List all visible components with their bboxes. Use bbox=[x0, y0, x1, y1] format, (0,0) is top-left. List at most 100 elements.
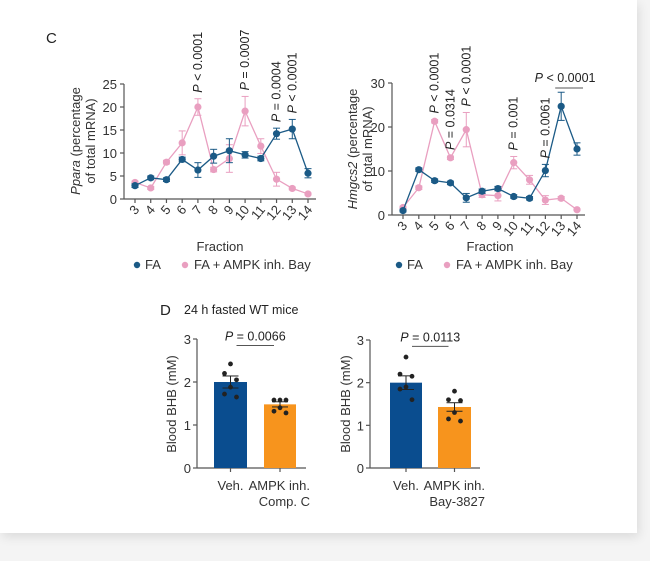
individual-data-point bbox=[446, 397, 451, 403]
p-value-annotation-italic: P bbox=[507, 141, 521, 150]
individual-data-point bbox=[397, 386, 403, 392]
y-tick-label: 0 bbox=[378, 208, 385, 223]
data-point-bay bbox=[162, 158, 171, 166]
p-value-annotation-value: < 0.0001 bbox=[285, 53, 299, 106]
data-point-fa bbox=[478, 187, 486, 195]
p-value-annotation: P = 0.0007 bbox=[238, 30, 252, 91]
individual-data-point bbox=[228, 361, 233, 367]
data-point-fa bbox=[573, 145, 581, 153]
legend-bay-label: FA + AMPK inh. Bay bbox=[456, 257, 573, 272]
data-point-bay bbox=[147, 184, 155, 192]
x-tick-label: 8 bbox=[473, 218, 489, 233]
legend-bay-marker bbox=[443, 261, 451, 269]
data-point-bay bbox=[431, 117, 439, 125]
p-value-annotation-italic: P bbox=[538, 149, 552, 158]
hmgcs2-ylabel-gene: Hmgcs2 bbox=[345, 161, 360, 209]
p-value-annotation: P < 0.0001 bbox=[459, 46, 473, 107]
x-tick-label: 3 bbox=[394, 218, 410, 233]
data-point-fa bbox=[304, 169, 312, 177]
p-value-annotation: P = 0.0066 bbox=[225, 329, 286, 343]
p-value-annotation-value: = 0.0113 bbox=[409, 330, 461, 344]
individual-data-point bbox=[458, 398, 463, 403]
individual-data-point bbox=[409, 397, 415, 403]
p-value-annotation-italic: P bbox=[285, 104, 299, 113]
p-value-annotation-italic: P bbox=[191, 84, 205, 93]
ppara-xlabel: Fraction bbox=[197, 239, 244, 254]
panel-label-c: C bbox=[46, 30, 57, 47]
p-value-annotation: P = 0.001 bbox=[507, 97, 521, 151]
bhb-bay-ylabel: Blood BHB (mM) bbox=[338, 355, 353, 453]
hmgcs2-ylabel-rest: (percentage bbox=[345, 89, 360, 162]
individual-data-point bbox=[446, 416, 451, 422]
individual-data-point bbox=[452, 388, 457, 394]
data-point-bay bbox=[573, 206, 581, 214]
ppara-ylabel-rest: (percentage bbox=[68, 87, 83, 160]
y-tick-label: 2 bbox=[357, 376, 364, 391]
p-value-annotation: P < 0.0001 bbox=[428, 53, 442, 114]
individual-data-point bbox=[409, 373, 415, 379]
x-tick-label: 7 bbox=[457, 218, 473, 233]
x-tick-label: 8 bbox=[205, 202, 221, 217]
p-value-annotation: P = 0.0004 bbox=[270, 61, 284, 122]
data-point-fa bbox=[541, 166, 549, 175]
data-point-bay bbox=[494, 192, 502, 200]
legend-bay-marker bbox=[181, 261, 189, 269]
panel-d-subtitle: 24 h fasted WT mice bbox=[184, 303, 298, 317]
x-tick-label: 6 bbox=[442, 218, 458, 233]
bar-vehicle bbox=[214, 382, 247, 468]
data-point-bay bbox=[510, 159, 518, 167]
x-tick-label: 4 bbox=[410, 218, 426, 233]
x-category-label-line2: Bay-3827 bbox=[429, 494, 485, 509]
ppara-ylabel-line2: of total mRNA) bbox=[83, 98, 98, 183]
x-tick-label: 7 bbox=[189, 202, 205, 217]
y-tick-label: 1 bbox=[184, 418, 191, 433]
data-point-bay bbox=[194, 103, 202, 111]
individual-data-point bbox=[234, 377, 239, 383]
x-category-label-line2: Comp. C bbox=[259, 494, 310, 509]
x-category-label: Veh. bbox=[393, 478, 419, 493]
y-tick-label: 0 bbox=[184, 461, 191, 476]
y-tick-label: 0 bbox=[110, 192, 117, 207]
bar-ampk-inh bbox=[438, 406, 471, 468]
x-category-label: Veh. bbox=[217, 478, 243, 493]
data-point-fa bbox=[178, 155, 186, 164]
data-point-fa bbox=[525, 194, 534, 202]
data-point-fa bbox=[399, 207, 407, 215]
legend-fa-label: FA bbox=[407, 257, 423, 272]
y-tick-label: 0 bbox=[357, 461, 364, 476]
figure-card bbox=[0, 0, 637, 533]
y-tick-label: 1 bbox=[357, 418, 364, 433]
p-value-annotation-value: = 0.0007 bbox=[238, 30, 252, 83]
data-point-bay bbox=[415, 184, 423, 192]
p-value-annotation: P = 0.0061 bbox=[538, 98, 552, 159]
legend-bay-label: FA + AMPK inh. Bay bbox=[194, 257, 311, 272]
data-point-bay bbox=[288, 184, 296, 193]
p-value-annotation-italic: P bbox=[225, 329, 234, 343]
y-tick-label: 10 bbox=[371, 164, 385, 179]
data-point-fa bbox=[210, 152, 218, 160]
x-tick-label: 5 bbox=[158, 202, 174, 217]
data-point-bay bbox=[178, 139, 186, 147]
ppara-ylabel-gene: Ppara bbox=[68, 160, 83, 195]
individual-data-point bbox=[403, 354, 409, 360]
y-tick-label: 15 bbox=[103, 123, 117, 138]
x-category-label: AMPK inh. bbox=[249, 478, 310, 493]
p-value-annotation-italic: P bbox=[428, 105, 442, 114]
legend-fa-label: FA bbox=[145, 257, 161, 272]
y-tick-label: 20 bbox=[103, 100, 117, 115]
p-value-annotation-value: = 0.0061 bbox=[538, 98, 552, 151]
p-value-annotation-value: < 0.0001 bbox=[191, 32, 205, 85]
p-value-annotation-value: < 0.0001 bbox=[543, 71, 596, 85]
data-point-bay bbox=[541, 196, 549, 204]
p-value-annotation: P = 0.0113 bbox=[400, 330, 460, 344]
x-tick-label: 4 bbox=[142, 202, 158, 217]
hmgcs2-xlabel: Fraction bbox=[467, 239, 514, 254]
y-tick-label: 25 bbox=[103, 77, 117, 92]
hmgcs2-ylabel: Hmgcs2 (percentage bbox=[345, 89, 360, 210]
individual-data-point bbox=[228, 384, 233, 390]
p-value-annotation-value: = 0.0066 bbox=[233, 329, 286, 343]
data-point-bay bbox=[241, 107, 249, 115]
individual-data-point bbox=[234, 394, 239, 400]
